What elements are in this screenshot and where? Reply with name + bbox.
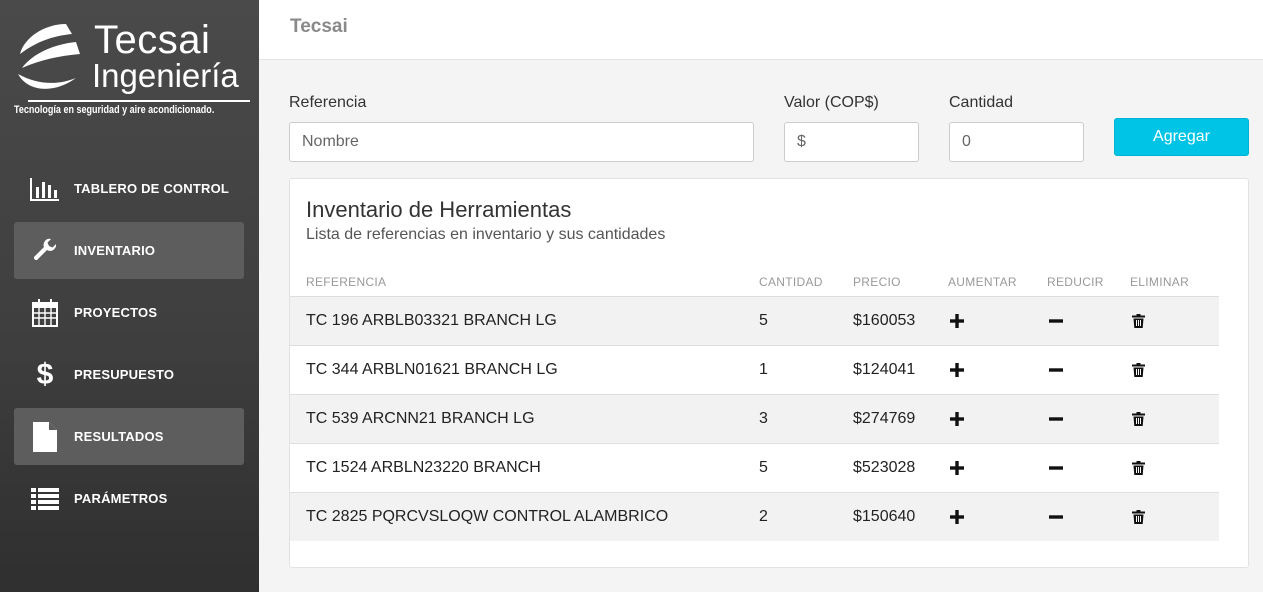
plus-icon[interactable]: [947, 360, 967, 380]
logo-swoosh-icon: [18, 24, 80, 89]
header-increase: AUMENTAR: [948, 275, 1017, 289]
company-logo[interactable]: Tecsai Ingeniería Tecnología en segurida…: [14, 18, 254, 126]
header-price: PRECIO: [853, 275, 901, 289]
wrench-icon: [30, 236, 60, 266]
cell-reference: TC 344 ARBLN01621 BRANCH LG: [306, 361, 558, 378]
cell-reference: TC 1524 ARBLN23220 BRANCH: [306, 459, 541, 476]
plus-icon[interactable]: [947, 311, 967, 331]
header-quantity: CANTIDAD: [759, 275, 823, 289]
table-row: TC 1524 ARBLN23220 BRANCH 5 $523028: [290, 443, 1219, 492]
minus-icon[interactable]: [1046, 458, 1066, 478]
trash-icon[interactable]: [1128, 311, 1148, 331]
trash-icon[interactable]: [1128, 507, 1148, 527]
table-row: TC 2825 PQRCVSLOQW CONTROL ALAMBRICO 2 $15…: [290, 492, 1219, 541]
value-label: Valor (COP$): [784, 94, 879, 111]
card-title: Inventario de Herramientas: [306, 197, 572, 222]
sidebar-item-label: RESULTADOS: [74, 429, 164, 444]
header-decrease: REDUCIR: [1047, 275, 1104, 289]
value-input[interactable]: [784, 122, 919, 162]
cell-price: $124041: [853, 361, 916, 378]
top-bar: Tecsai: [259, 0, 1263, 60]
sidebar-item-label: PARÁMETROS: [74, 491, 168, 506]
minus-icon[interactable]: [1046, 409, 1066, 429]
logo-subtitle: Ingeniería: [92, 57, 239, 94]
brand-title[interactable]: Tecsai: [290, 16, 348, 37]
sidebar-item-presupuesto[interactable]: $ PRESUPUESTO: [14, 346, 244, 403]
cell-reference: TC 196 ARBLB03321 BRANCH LG: [306, 312, 557, 329]
sidebar-item-label: PROYECTOS: [74, 305, 158, 320]
file-icon: [30, 421, 60, 452]
cell-price: $523028: [853, 459, 916, 476]
inventory-card: Inventario de Herramientas Lista de refe…: [289, 178, 1249, 568]
cell-reference: TC 2825 PQRCVSLOQW CONTROL ALAMBRICO: [306, 508, 669, 525]
bar-chart-icon: [30, 174, 60, 204]
sidebar-item-label: INVENTARIO: [74, 243, 156, 258]
list-icon: [30, 484, 60, 514]
trash-icon[interactable]: [1128, 360, 1148, 380]
minus-icon[interactable]: [1046, 507, 1066, 527]
calendar-icon: [30, 298, 60, 328]
cell-quantity: 2: [759, 508, 768, 525]
sidebar-item-proyectos[interactable]: PROYECTOS: [14, 284, 244, 341]
minus-icon[interactable]: [1046, 360, 1066, 380]
logo-divider: [28, 100, 250, 102]
sidebar: Tecsai Ingeniería Tecnología en segurida…: [0, 0, 259, 592]
minus-icon[interactable]: [1046, 311, 1066, 331]
cell-price: $160053: [853, 312, 916, 329]
sidebar-item-label: PRESUPUESTO: [74, 367, 175, 382]
cell-quantity: 1: [759, 361, 768, 378]
sidebar-item-parametros[interactable]: PARÁMETROS: [14, 470, 244, 527]
sidebar-nav: TABLERO DE CONTROL INVENTARIO PROYECTOS …: [14, 160, 244, 532]
dollar-icon: $: [36, 357, 54, 391]
sidebar-item-label: TABLERO DE CONTROL: [74, 181, 230, 196]
sidebar-item-resultados[interactable]: RESULTADOS: [14, 408, 244, 465]
reference-input[interactable]: [289, 122, 754, 162]
cell-quantity: 3: [759, 410, 768, 427]
table-row: TC 539 ARCNN21 BRANCH LG 3 $274769: [290, 394, 1219, 443]
header-delete: ELIMINAR: [1130, 275, 1190, 289]
table-row: TC 344 ARBLN01621 BRANCH LG 1 $124041: [290, 345, 1219, 394]
quantity-input[interactable]: [949, 122, 1084, 162]
reference-label: Referencia: [289, 94, 367, 111]
trash-icon[interactable]: [1128, 409, 1148, 429]
cell-price: $150640: [853, 508, 916, 525]
cell-reference: TC 539 ARCNN21 BRANCH LG: [306, 410, 535, 427]
logo-title: Tecsai: [94, 18, 211, 62]
card-subtitle: Lista de referencias en inventario y sus…: [306, 226, 666, 243]
add-button[interactable]: Agregar: [1114, 118, 1249, 156]
cell-quantity: 5: [759, 459, 768, 476]
cell-price: $274769: [853, 410, 916, 427]
cell-quantity: 5: [759, 312, 768, 329]
quantity-label: Cantidad: [949, 94, 1014, 111]
header-reference: REFERENCIA: [306, 275, 387, 289]
trash-icon[interactable]: [1128, 458, 1148, 478]
plus-icon[interactable]: [947, 458, 967, 478]
plus-icon[interactable]: [947, 409, 967, 429]
plus-icon[interactable]: [947, 507, 967, 527]
sidebar-item-inventario[interactable]: INVENTARIO: [14, 222, 244, 279]
table-row: TC 196 ARBLB03321 BRANCH LG 5 $160053: [290, 296, 1219, 345]
sidebar-item-tablero[interactable]: TABLERO DE CONTROL: [14, 160, 244, 217]
logo-tagline: Tecnología en seguridad y aire acondicio…: [14, 104, 215, 116]
